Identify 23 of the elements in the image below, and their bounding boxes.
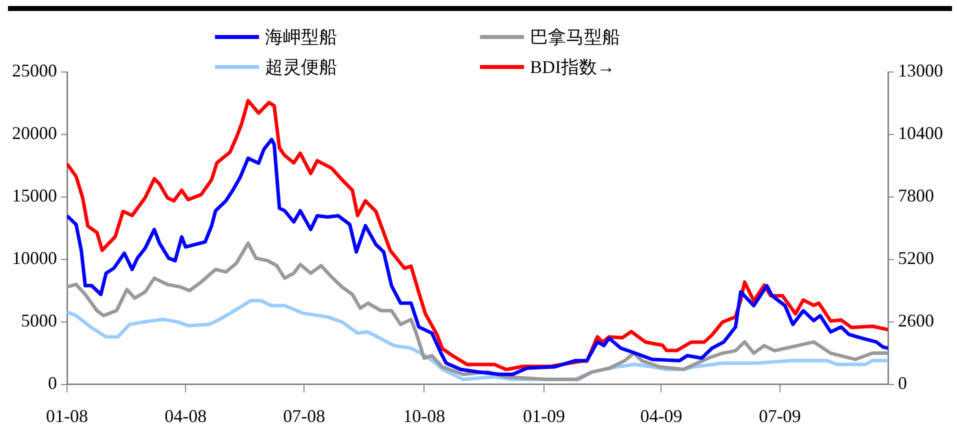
x-tick-label: 07-09: [758, 406, 801, 426]
y2-tick-label: 10400: [898, 123, 943, 144]
y2-tick-label: 13000: [898, 60, 943, 81]
y-tick-label: 5000: [21, 310, 57, 331]
x-tick-label: 04-08: [164, 406, 207, 426]
legend-label: 海岬型船: [265, 26, 337, 49]
y2-tick-label: 5200: [898, 248, 934, 268]
x-tick-label: 01-09: [522, 406, 565, 426]
y-tick-label: 0: [48, 373, 57, 394]
legend-label: 超灵便船: [265, 56, 337, 79]
y-tick-label: 10000: [12, 248, 57, 268]
legend-label: 巴拿马型船: [530, 26, 620, 49]
x-tick-label: 04-09: [640, 406, 682, 426]
y-tick-label: 15000: [12, 186, 57, 206]
x-tick-label: 10-08: [403, 406, 446, 426]
y2-tick-label: 0: [898, 373, 907, 394]
y2-tick-label: 2600: [898, 310, 934, 331]
legend-label: BDI指数→: [530, 56, 615, 79]
y-tick-label: 20000: [12, 123, 57, 144]
x-tick-label: 01-08: [46, 406, 88, 426]
y2-tick-label: 7800: [898, 186, 934, 206]
x-tick-label: 07-08: [283, 406, 326, 426]
y-tick-label: 25000: [12, 60, 57, 81]
